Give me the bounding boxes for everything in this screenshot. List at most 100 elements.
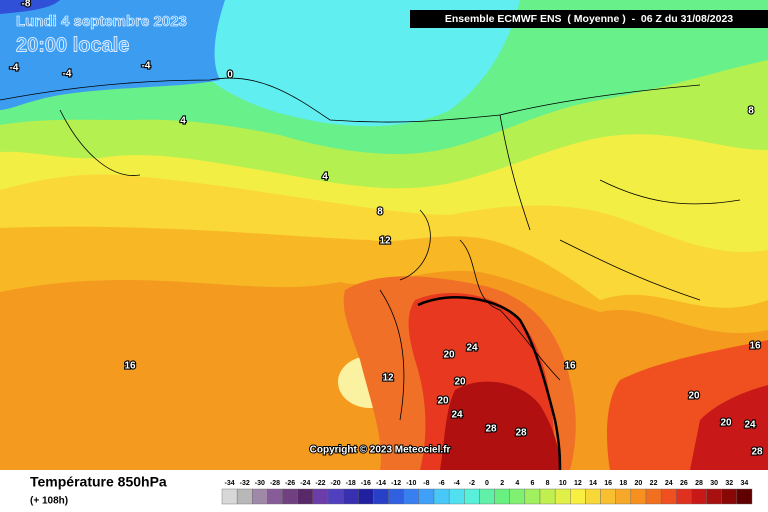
contour-label: 20	[688, 391, 700, 402]
variable: Température 850hPa	[30, 474, 167, 490]
legend: -34 -32 -30 -28 -26 -24 -22 -20 -18 -16 -14 -12 -10-…	[221, 480, 753, 505]
contour-label: 20	[443, 350, 455, 361]
legend-swatch	[418, 488, 435, 505]
zone-dark-red-east	[690, 385, 768, 470]
legend-label: -14	[376, 480, 386, 487]
legend-swatch	[282, 488, 298, 505]
contour-label: -4	[142, 61, 151, 72]
contour-label: 12	[382, 373, 394, 384]
legend-label: 16	[604, 480, 612, 487]
legend-label: 28	[695, 480, 703, 487]
legend-swatch	[479, 488, 495, 505]
contour-label: -4	[63, 69, 72, 80]
contour-label: 28	[515, 428, 527, 439]
legend-label: -12	[391, 480, 401, 487]
legend-label: 4	[515, 480, 519, 487]
legend-swatch	[721, 488, 738, 505]
legend-swatch	[585, 488, 601, 505]
legend-swatch	[660, 488, 677, 505]
legend-label: 6	[530, 480, 534, 487]
legend-label: 22	[650, 480, 658, 487]
copyright: Copyright © 2023 Meteociel.fr	[310, 445, 451, 456]
contour-label: 16	[124, 361, 136, 372]
legend-label: 10	[559, 480, 567, 487]
contour-label: 16	[749, 341, 761, 352]
legend-label: -18	[346, 480, 356, 487]
date: Lundi 4 septembre 2023	[16, 13, 187, 30]
contour-label: 20	[720, 418, 732, 429]
contour-label: 0	[227, 70, 233, 81]
legend-label: 30	[710, 480, 718, 487]
legend-swatch	[464, 488, 480, 505]
legend-label: 2	[500, 480, 504, 487]
legend-swatch	[554, 488, 571, 505]
legend-label: 18	[619, 480, 627, 487]
legend-swatch	[433, 488, 450, 505]
contour-label: 24	[451, 410, 463, 421]
legend-swatch	[252, 488, 268, 505]
legend-label: 14	[589, 480, 597, 487]
legend-swatch	[236, 488, 253, 505]
contour-label: 8	[748, 106, 754, 117]
legend-label: -2	[469, 480, 475, 487]
legend-label: 24	[665, 480, 673, 487]
legend-swatch	[342, 488, 359, 505]
contour-label: 16	[564, 361, 576, 372]
legend-swatch	[448, 488, 465, 505]
legend-swatch	[570, 488, 586, 505]
contour-label: 8	[377, 207, 383, 218]
legend-swatch	[706, 488, 722, 505]
legend-swatch	[600, 488, 616, 505]
legend-label: 0	[485, 480, 489, 487]
zone-blue	[0, 0, 225, 110]
legend-label: -10	[406, 480, 416, 487]
legend-swatch	[267, 488, 283, 505]
contour-label: -4	[10, 63, 19, 74]
legend-label: -34	[225, 480, 235, 487]
legend-swatch	[736, 488, 753, 505]
legend-swatch	[494, 488, 510, 505]
legend-swatch	[358, 488, 374, 505]
legend-label: 32	[725, 480, 733, 487]
contour-label: 4	[180, 116, 186, 127]
legend-label: 26	[680, 480, 688, 487]
legend-label: -20	[331, 480, 341, 487]
legend-label: -24	[300, 480, 310, 487]
coastline	[0, 77, 741, 421]
legend-label: -22	[315, 480, 325, 487]
contour-label: 20	[454, 377, 466, 388]
legend-swatch	[403, 488, 420, 505]
legend-swatch	[297, 488, 314, 505]
zone-cyan	[195, 0, 520, 127]
lead-time: (+ 108h)	[30, 496, 68, 507]
legend-swatch	[615, 488, 632, 505]
legend-swatch	[630, 488, 647, 505]
zone-dark-blue	[0, 0, 60, 14]
contour-label: 28	[485, 424, 497, 435]
legend-label: -28	[270, 480, 280, 487]
model-run: Ensemble ECMWF ENS ( Moyenne ) - 06 Z du…	[445, 13, 733, 25]
legend-swatch	[327, 488, 344, 505]
legend-label: 20	[635, 480, 643, 487]
legend-label: -26	[285, 480, 295, 487]
contour-label: 20	[437, 396, 449, 407]
legend-label: -16	[361, 480, 371, 487]
contour-label: 12	[379, 236, 391, 247]
legend-label: 34	[741, 480, 749, 487]
contour-label: 28	[751, 447, 763, 458]
legend-label: -32	[240, 480, 250, 487]
legend-swatch	[388, 488, 404, 505]
legend-label: -4	[454, 480, 460, 487]
legend-label: 8	[546, 480, 550, 487]
legend-swatch	[312, 488, 329, 505]
header-bar	[410, 10, 768, 28]
legend-label: 12	[574, 480, 582, 487]
legend-swatch	[373, 488, 389, 505]
contour-label: 24	[744, 420, 756, 431]
legend-swatch	[221, 488, 238, 505]
legend-label: -6	[438, 480, 444, 487]
legend-swatch	[676, 488, 692, 505]
legend-swatch	[524, 488, 541, 505]
